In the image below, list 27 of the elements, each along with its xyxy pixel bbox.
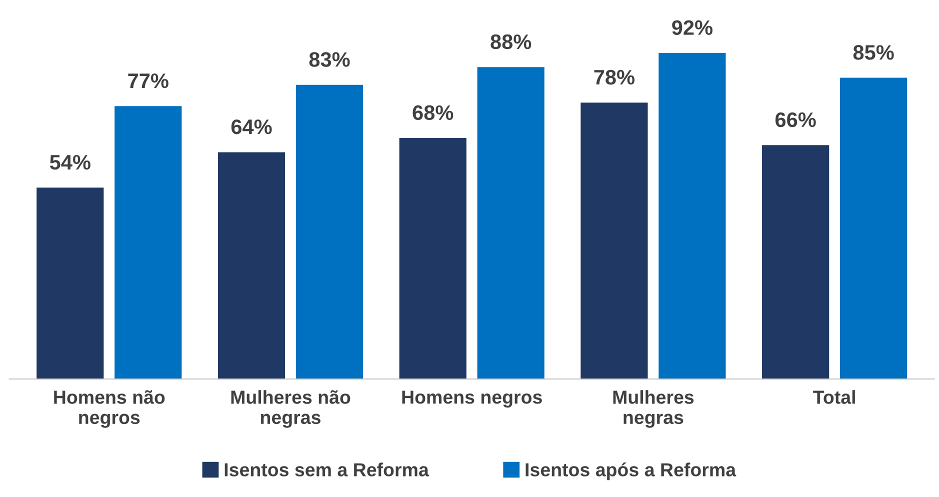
data-label: 92% [672,20,712,35]
data-label: 78% [594,70,635,85]
data-label: 88% [490,34,532,50]
x-tick-label: Mulheres não negras [231,390,350,428]
x-tick-label: Homens não negros [54,390,165,428]
data-label: 83% [309,52,350,67]
x-tick-label: Total [813,390,855,404]
bar [114,106,182,379]
bar [399,138,466,379]
bar [762,145,830,379]
legend-label: Isentos após a Reforma [526,462,736,480]
x-tick-label: Homens negros [402,390,542,408]
bar [580,102,648,379]
bar [658,53,726,379]
data-label: 54% [50,154,90,170]
data-label: 64% [231,119,272,134]
data-label: 66% [775,112,816,128]
bar [840,78,908,379]
data-label: 68% [412,105,454,120]
bar [36,188,104,379]
legend-label: Isentos sem a Reforma [224,462,430,476]
bar [477,67,544,379]
data-label: 77% [128,73,168,88]
x-tick-label: Mulheres negras [613,390,694,428]
bar [296,84,364,379]
data-label: 85% [853,45,894,60]
bar [218,152,286,379]
